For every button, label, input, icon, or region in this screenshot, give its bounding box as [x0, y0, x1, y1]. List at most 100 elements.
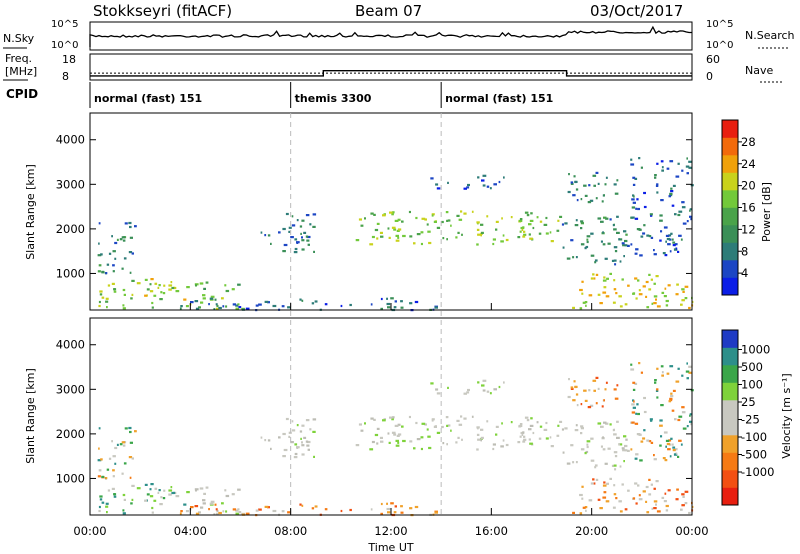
velocity-cell [113, 495, 117, 498]
power-cell [121, 267, 124, 270]
power-cell [635, 248, 639, 251]
power-cell [645, 280, 649, 284]
power-cell [593, 277, 596, 280]
velocity-cell [311, 507, 315, 510]
power-cell [655, 275, 659, 278]
power-cell [650, 236, 654, 239]
power-cell [680, 303, 683, 306]
velocity-cell [586, 443, 589, 446]
velocity-cell [622, 449, 625, 452]
power-cell [421, 217, 426, 220]
power-cell [528, 223, 532, 226]
velocity-cell [358, 423, 362, 426]
date-title: 03/Oct/2017 [590, 2, 683, 20]
noise-left-label: N.Sky [3, 32, 35, 45]
velocity-cell [678, 415, 683, 418]
power-cell [656, 191, 659, 194]
velocity-colorbar-tick-label: -1000 [741, 465, 774, 479]
station-title: Stokkseyri (fitACF) [93, 2, 232, 20]
velocity-cell [436, 431, 441, 434]
velocity-cell [168, 489, 173, 492]
velocity-cell [665, 509, 669, 512]
velocity-cell [215, 508, 218, 511]
power-cell [306, 235, 311, 239]
velocity-cell [202, 499, 206, 502]
velocity-cell [300, 437, 302, 440]
power-cell [395, 239, 400, 242]
velocity-cell [588, 389, 591, 392]
velocity-cell [621, 447, 625, 450]
power-cell [123, 293, 126, 296]
velocity-cell [630, 363, 633, 366]
power-cell [434, 306, 438, 309]
power-cell [654, 176, 657, 179]
power-cell [285, 212, 289, 216]
velocity-cell [656, 388, 659, 391]
velocity-cell [131, 484, 135, 487]
velocity-cell [581, 497, 584, 500]
velocity-cell [288, 435, 291, 438]
velocity-cell [592, 478, 595, 481]
velocity-cell [575, 393, 579, 396]
power-cell [299, 298, 302, 301]
velocity-cell [480, 436, 484, 439]
power-cell [663, 295, 667, 298]
power-cell [631, 206, 636, 209]
power-cell [124, 222, 128, 225]
power-cell [428, 241, 432, 245]
power-cell [638, 157, 641, 160]
power-cell [682, 222, 687, 225]
power-cell [573, 175, 576, 178]
velocity-cell [388, 441, 391, 444]
power-cell [112, 264, 115, 267]
power-cell [324, 303, 328, 306]
power-cell [622, 244, 625, 247]
power-cell [690, 218, 693, 221]
power-cell [655, 298, 657, 301]
velocity-cell [447, 386, 449, 389]
velocity-cell [264, 505, 269, 508]
power-cell [471, 210, 474, 213]
velocity-cell [645, 500, 648, 503]
velocity-cell [224, 489, 227, 492]
power-cell [395, 234, 399, 237]
velocity-cell [426, 428, 429, 431]
power-cell [536, 216, 539, 219]
freq-label-line2: [MHz] [5, 65, 37, 78]
velocity-cell [136, 487, 141, 490]
velocity-cell [685, 370, 690, 373]
power-colorbar-tick-label: 20 [741, 179, 756, 193]
velocity-cell [567, 395, 571, 399]
power-cell [163, 284, 166, 287]
power-cell [194, 300, 199, 303]
velocity-cell [613, 493, 617, 496]
power-cell [602, 279, 607, 282]
velocity-cell [650, 483, 653, 486]
power-cell [557, 219, 560, 222]
xtick-label: 00:00 [675, 524, 708, 538]
velocity-cell [635, 412, 638, 415]
power-cell [600, 240, 603, 243]
power-cell [559, 215, 563, 218]
power-cell [619, 305, 623, 308]
power-cell [270, 242, 272, 245]
power-cell [358, 218, 362, 221]
power-cell [130, 297, 133, 300]
velocity-cell [221, 502, 224, 505]
velocity-cell [101, 501, 105, 504]
power-cell [122, 288, 126, 292]
velocity-cell [154, 487, 158, 490]
power-cell [225, 289, 230, 293]
power-cell [482, 184, 486, 187]
power-cell [119, 238, 123, 241]
power-cell [415, 216, 418, 220]
cpid-segments: normal (fast) 151 themis 3300 normal (fast… [89, 82, 553, 108]
power-cell [480, 234, 482, 237]
velocity-cell [630, 368, 635, 371]
velocity-cell [638, 498, 643, 501]
velocity-cell [476, 433, 480, 436]
velocity-cell [98, 509, 101, 513]
power-cell [659, 239, 662, 242]
beam-title: Beam 07 [355, 2, 422, 20]
power-cell [213, 308, 216, 311]
